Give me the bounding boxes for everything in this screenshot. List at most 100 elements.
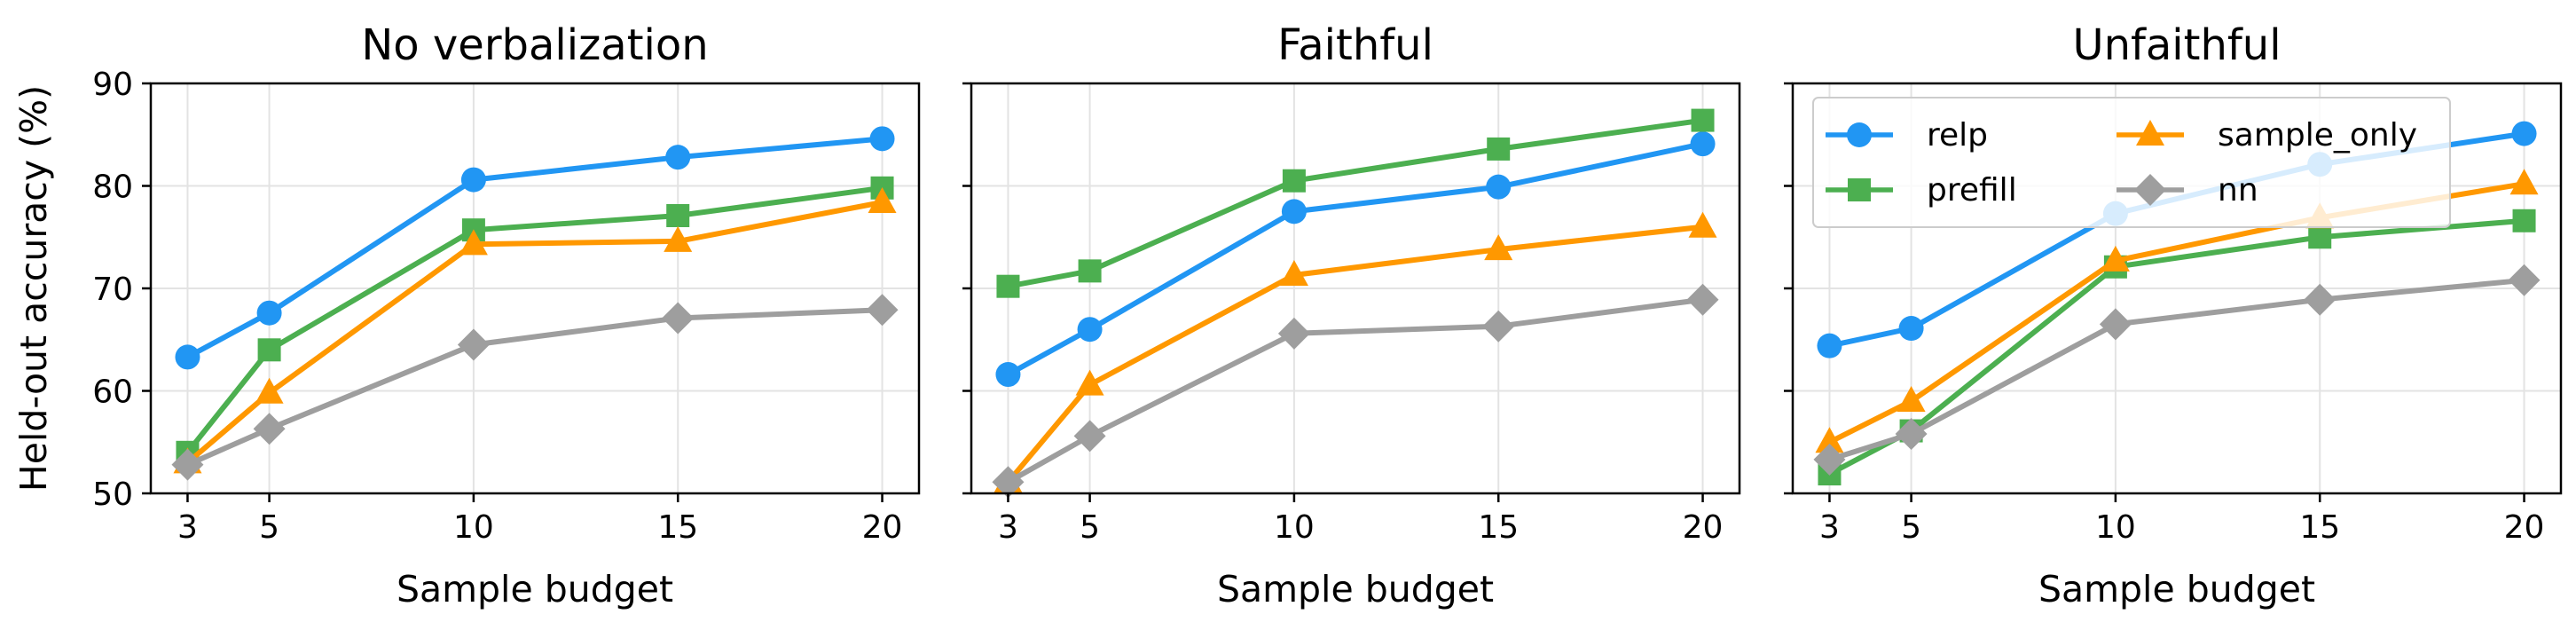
legend-marker-prefill	[1848, 178, 1871, 201]
legend-label: sample_only	[2218, 117, 2417, 154]
legend-box	[1812, 97, 2451, 228]
data-point-sample-only	[255, 377, 284, 404]
data-point-relp	[869, 126, 895, 152]
series-nn	[171, 294, 899, 481]
y-tick-label: 60	[92, 374, 133, 411]
legend-marker-nn	[2134, 174, 2166, 206]
data-point-sample-only	[1484, 234, 1513, 261]
data-point-nn	[2508, 264, 2541, 296]
panel-faithful: 3 5 10 15 20 Faithful Sample budget	[962, 20, 1741, 610]
data-point-prefill	[2308, 225, 2332, 249]
data-point-sample-only	[459, 229, 488, 256]
legend-marker	[2134, 174, 2166, 206]
x-tick-label: 10	[453, 509, 494, 546]
data-point-prefill	[996, 274, 1020, 298]
data-point-relp	[2511, 121, 2537, 146]
data-point-nn	[1482, 310, 1515, 343]
data-point-nn	[2304, 283, 2336, 316]
panel-no-verbalization: 3 5 10 15 20 50 60 70 80 90 No verbalization Sam…	[92, 20, 921, 610]
data-point-sample-only	[2101, 245, 2130, 272]
legend-label: nn	[2218, 172, 2258, 209]
data-point-prefill	[1487, 137, 1511, 161]
data-point-nn	[253, 413, 286, 445]
data-point-nn	[1073, 420, 1106, 453]
data-point-relp	[1281, 199, 1307, 224]
y-ticks	[1784, 82, 1793, 495]
data-point-sample-only	[1897, 386, 1926, 413]
legend-marker-sample-only	[2136, 120, 2164, 146]
data-point-nn	[1895, 418, 1928, 451]
data-point-sample-only	[664, 225, 693, 252]
legend-entry-relp: relp	[1826, 117, 1988, 154]
data-point-sample-only	[1075, 369, 1104, 396]
data-point-nn	[171, 448, 204, 481]
x-tick-label: 20	[862, 509, 903, 546]
data-point-nn	[2099, 308, 2132, 341]
x-tick-label: 10	[1274, 509, 1315, 546]
data-point-relp	[1486, 174, 1512, 200]
data-point-sample-only	[2509, 169, 2539, 195]
y-ticks	[962, 82, 971, 495]
x-tick-label: 5	[1901, 509, 1921, 546]
data-point-prefill	[1282, 169, 1306, 193]
panel-unfaithful: 3 5 10 15 20 Unfaithful Sample budget relp p…	[1784, 20, 2563, 610]
data-point-nn	[457, 328, 490, 361]
data-point-nn	[1277, 317, 1310, 350]
legend-label: prefill	[1927, 172, 2017, 209]
y-axis-label: Held-out accuracy (%)	[12, 85, 55, 492]
series-prefill	[996, 108, 1715, 298]
x-tick-label: 5	[1080, 509, 1100, 546]
panel-title: Faithful	[1277, 20, 1433, 70]
data-point-nn	[1686, 283, 1719, 316]
data-point-prefill	[666, 203, 690, 227]
data-point-sample-only	[1815, 427, 1844, 453]
data-point-relp	[665, 145, 691, 170]
legend-marker-relp	[1847, 122, 1872, 147]
data-point-prefill	[2512, 209, 2536, 232]
y-ticks: 50 60 70 80 90	[92, 67, 151, 513]
legend-entry-nn: nn	[2117, 172, 2258, 209]
x-tick-label: 20	[1683, 509, 1724, 546]
series-layer	[171, 126, 899, 481]
x-tick-label: 15	[657, 509, 698, 546]
x-ticks: 3 5 10 15 20	[1819, 493, 2544, 546]
x-axis-label: Sample budget	[397, 568, 673, 610]
series-nn	[1813, 264, 2541, 476]
legend-label: relp	[1927, 117, 1988, 154]
data-point-relp	[1817, 333, 1842, 358]
x-ticks: 3 5 10 15 20	[998, 493, 1723, 546]
y-tick-label: 50	[92, 477, 133, 513]
data-point-sample-only	[868, 186, 897, 213]
legend: relp prefill sample_only nn	[1812, 97, 2451, 228]
data-point-nn	[992, 466, 1025, 499]
data-point-relp	[256, 300, 282, 326]
legend-marker	[1847, 122, 1872, 147]
panel-title: No verbalization	[361, 20, 708, 70]
legend-entry-prefill: prefill	[1826, 172, 2017, 209]
data-point-nn	[866, 294, 899, 327]
y-tick-label: 70	[92, 272, 133, 308]
data-point-relp	[1898, 316, 1924, 342]
x-tick-label: 3	[1819, 509, 1840, 546]
data-point-sample-only	[1279, 259, 1308, 286]
x-tick-label: 5	[259, 509, 279, 546]
series-nn	[992, 283, 1719, 499]
legend-entry-sample-only: sample_only	[2117, 117, 2417, 154]
data-point-relp	[460, 167, 486, 193]
x-tick-label: 3	[998, 509, 1018, 546]
series-relp	[175, 126, 895, 370]
data-point-nn	[662, 302, 695, 335]
data-point-prefill	[1691, 108, 1715, 132]
data-point-sample-only	[1688, 211, 1717, 238]
x-axis-label: Sample budget	[2038, 568, 2315, 610]
x-axis-label: Sample budget	[1217, 568, 1494, 610]
x-tick-label: 15	[2299, 509, 2340, 546]
data-point-relp	[1077, 317, 1103, 343]
x-tick-label: 20	[2504, 509, 2545, 546]
data-point-nn	[1813, 443, 1846, 476]
data-point-prefill	[257, 338, 281, 362]
y-tick-label: 90	[92, 67, 133, 103]
y-tick-label: 80	[92, 169, 133, 206]
series-relp	[995, 131, 1716, 388]
